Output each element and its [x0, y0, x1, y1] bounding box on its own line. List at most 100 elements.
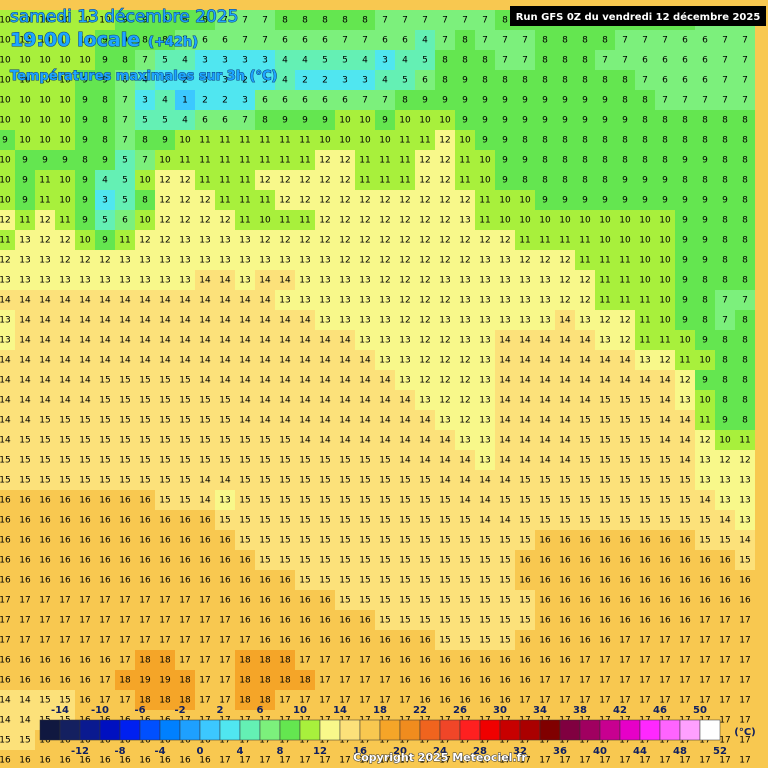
grid-cell	[335, 50, 355, 70]
grid-cell	[235, 170, 255, 190]
grid-cell	[555, 210, 575, 230]
grid-value: 15	[419, 516, 430, 526]
grid-value: 7	[502, 36, 508, 46]
grid-value: 16	[79, 576, 91, 586]
grid-value: 17	[659, 656, 670, 666]
grid-cell	[155, 330, 175, 350]
grid-cell	[395, 30, 415, 50]
grid-cell	[615, 270, 635, 290]
grid-value: 14	[339, 396, 351, 406]
grid-value: 15	[239, 516, 250, 526]
grid-value: 12	[719, 456, 730, 466]
grid-cell	[735, 30, 755, 50]
grid-value: 15	[699, 516, 710, 526]
grid-cell	[575, 330, 595, 350]
grid-cell	[235, 350, 255, 370]
grid-cell	[735, 310, 755, 330]
grid-cell	[295, 30, 315, 50]
grid-value: 15	[399, 556, 410, 566]
grid-cell	[475, 330, 495, 350]
grid-value: 16	[19, 536, 31, 546]
grid-value: 15	[139, 416, 150, 426]
grid-cell	[715, 110, 735, 130]
grid-value: 14	[219, 476, 231, 486]
grid-value: 17	[219, 616, 230, 626]
grid-value: 16	[239, 576, 251, 586]
grid-value: 14	[519, 376, 531, 386]
grid-cell	[395, 370, 415, 390]
grid-value: 3	[342, 76, 348, 86]
grid-value: 15	[319, 536, 330, 546]
grid-value: 8	[582, 36, 588, 46]
grid-value: 15	[19, 456, 30, 466]
grid-cell	[15, 290, 35, 310]
grid-value: 14	[0, 376, 11, 386]
grid-value: 5	[122, 196, 128, 206]
grid-value: 12	[0, 256, 11, 266]
grid-cell	[95, 130, 115, 150]
grid-value: 15	[619, 436, 630, 446]
grid-value: 11	[259, 136, 270, 146]
grid-value: 17	[339, 676, 350, 686]
grid-value: 12	[379, 256, 390, 266]
grid-value: 8	[642, 96, 648, 106]
grid-cell	[275, 90, 295, 110]
grid-value: 17	[359, 676, 370, 686]
grid-value: 16	[19, 656, 31, 666]
grid-value: 15	[459, 636, 470, 646]
grid-value: 16	[379, 656, 391, 666]
grid-cell	[195, 290, 215, 310]
grid-value: 17	[619, 676, 630, 686]
grid-value: 13	[319, 296, 330, 306]
grid-value: 16	[139, 516, 151, 526]
grid-value: 17	[339, 656, 350, 666]
grid-value: 12	[739, 456, 750, 466]
grid-value: 14	[719, 516, 731, 526]
grid-cell	[255, 390, 275, 410]
grid-cell	[495, 210, 515, 230]
grid-value: 18	[139, 656, 151, 666]
grid-value: 6	[402, 36, 408, 46]
grid-value: 14	[499, 356, 511, 366]
grid-cell	[575, 310, 595, 330]
grid-cell	[315, 270, 335, 290]
grid-cell	[655, 270, 675, 290]
grid-value: 14	[399, 456, 411, 466]
grid-value: 12	[319, 216, 330, 226]
grid-value: 5	[162, 56, 168, 66]
grid-value: 15	[219, 516, 230, 526]
grid-value: 10	[59, 176, 71, 186]
grid-cell	[455, 130, 475, 150]
grid-value: 15	[359, 516, 370, 526]
grid-value: 12	[319, 156, 330, 166]
grid-value: 13	[39, 256, 50, 266]
grid-cell	[215, 70, 235, 90]
grid-cell	[15, 310, 35, 330]
grid-value: 3	[362, 76, 368, 86]
grid-value: 14	[199, 476, 211, 486]
grid-cell	[355, 50, 375, 70]
grid-value: 15	[279, 436, 290, 446]
legend-swatch	[599, 719, 621, 741]
grid-value: 15	[619, 496, 630, 506]
grid-value: 16	[119, 536, 131, 546]
grid-value: 14	[539, 416, 551, 426]
grid-value: 17	[139, 596, 150, 606]
grid-value: 15	[219, 436, 230, 446]
grid-value: 14	[179, 336, 191, 346]
grid-value: 7	[402, 16, 408, 26]
grid-value: 12	[319, 236, 330, 246]
grid-cell	[435, 210, 455, 230]
grid-value: 17	[219, 696, 230, 706]
grid-value: 12	[459, 416, 470, 426]
grid-value: 16	[259, 596, 271, 606]
grid-cell	[275, 130, 295, 150]
grid-value: 16	[419, 656, 431, 666]
grid-value: 14	[559, 456, 571, 466]
grid-value: 11	[539, 236, 550, 246]
grid-value: 14	[99, 296, 111, 306]
grid-value: 12	[539, 256, 550, 266]
grid-value: 14	[179, 356, 191, 366]
grid-cell	[535, 90, 555, 110]
grid-cell	[175, 330, 195, 350]
